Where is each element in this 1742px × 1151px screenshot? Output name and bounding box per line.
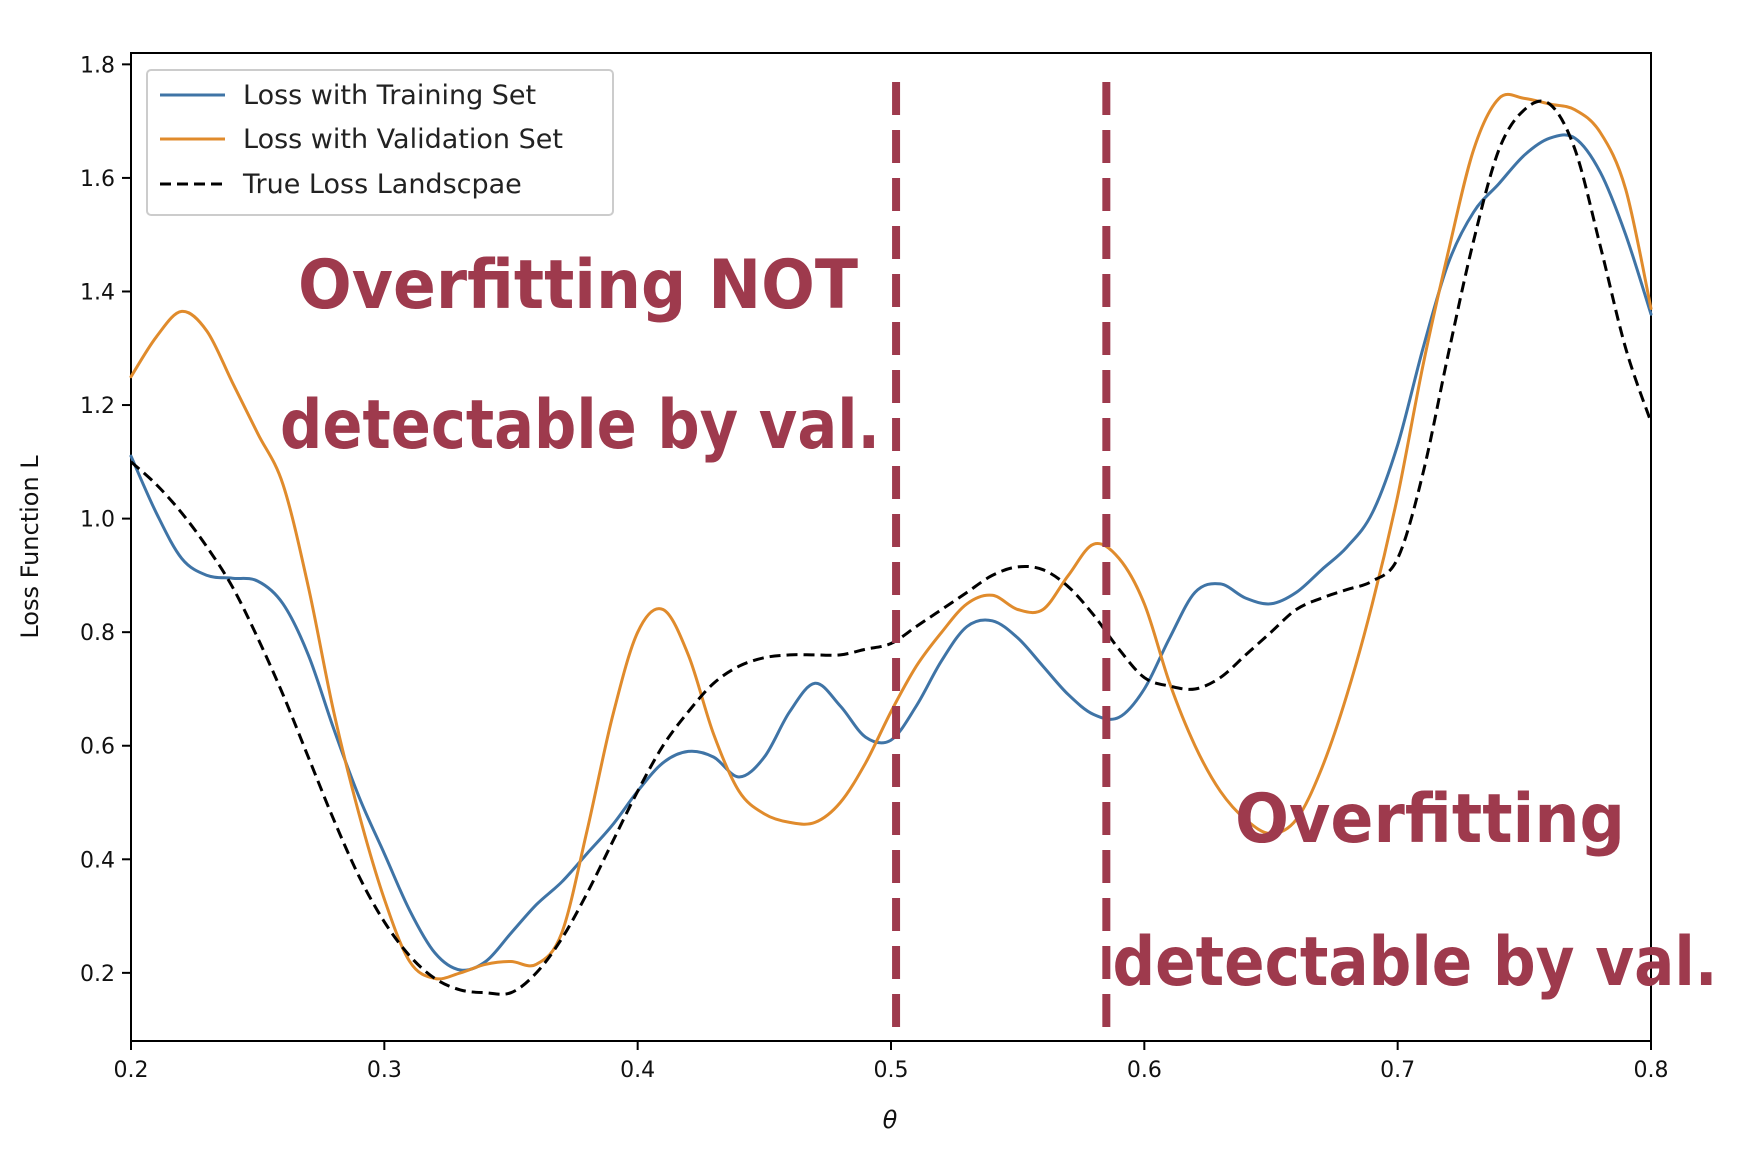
x-axis-label: θ [883, 1106, 898, 1134]
y-tick-label: 1.8 [80, 53, 115, 78]
annotation-not-detectable-line2: detectable by val. [280, 386, 880, 465]
legend: Loss with Training Set Loss with Validat… [146, 69, 614, 216]
x-tick-label: 0.6 [1127, 1058, 1162, 1083]
legend-label-true-loss: True Loss Landscpae [242, 169, 522, 200]
legend-label-validation: Loss with Validation Set [243, 124, 563, 155]
x-tick-label: 0.5 [874, 1058, 909, 1083]
y-tick-label: 1.6 [80, 167, 115, 192]
annotation-detectable: Overfitting detectable by val. [1113, 780, 1718, 1002]
x-tick-label: 0.7 [1380, 1058, 1415, 1083]
plot-area [130, 52, 1652, 1042]
x-tick-label: 0.3 [367, 1058, 402, 1083]
annotation-detectable-line1: Overfitting [1235, 780, 1625, 859]
x-tick-label: 0.8 [1634, 1058, 1669, 1083]
y-tick-label: 1.0 [80, 508, 115, 533]
threshold-lines [892, 82, 1111, 1041]
legend-box [146, 69, 614, 216]
y-tick-label: 0.8 [80, 621, 115, 646]
y-tick-label: 1.4 [80, 280, 115, 305]
y-tick-label: 0.6 [80, 735, 115, 760]
legend-label-training: Loss with Training Set [243, 80, 536, 111]
y-tick-label: 0.4 [80, 848, 115, 873]
series-line-true-loss [129, 99, 1653, 996]
annotation-not-detectable: Overfitting NOT detectable by val. [280, 246, 880, 465]
y-tick-label: 1.2 [80, 394, 115, 419]
x-tick-label: 0.4 [620, 1058, 655, 1083]
axis-ticks: 0.2 0.3 0.4 0.5 0.6 0.7 0.8 0.2 0.4 0.6 0.8 1.0 1.2 1… [80, 53, 1669, 1083]
annotation-detectable-line2: detectable by val. [1113, 923, 1718, 1002]
y-axis-label: Loss Function L [16, 455, 44, 639]
x-tick-label: 0.2 [114, 1058, 149, 1083]
y-tick-label: 0.2 [80, 962, 115, 987]
series-line-validation [129, 92, 1653, 981]
annotation-not-detectable-line1: Overfitting NOT [298, 246, 859, 325]
